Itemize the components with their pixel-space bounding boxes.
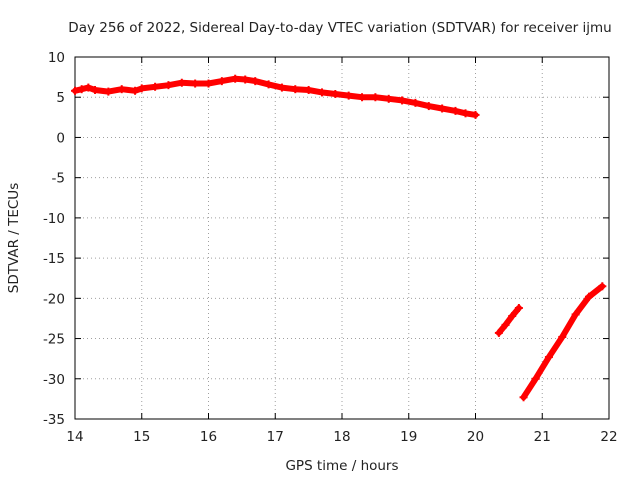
data-point <box>384 94 393 103</box>
data-series <box>71 74 607 402</box>
data-point <box>241 75 250 84</box>
data-point <box>438 104 447 113</box>
data-point <box>317 88 326 97</box>
data-point <box>77 85 86 94</box>
data-point <box>398 96 407 105</box>
y-tick-label: 10 <box>48 50 65 66</box>
data-point <box>251 77 260 86</box>
data-point <box>177 78 186 87</box>
data-point <box>451 106 460 115</box>
y-tick-label: -5 <box>52 171 65 187</box>
data-point <box>84 83 93 92</box>
data-point <box>131 86 140 95</box>
data-point <box>508 312 517 321</box>
data-point <box>514 303 523 312</box>
data-point <box>571 310 580 319</box>
data-point <box>164 81 173 90</box>
y-tick-label: -25 <box>43 332 65 348</box>
data-point <box>471 110 480 119</box>
x-tick-label: 22 <box>600 429 617 445</box>
data-point <box>331 90 340 99</box>
data-point <box>104 87 113 96</box>
y-tick-label: -35 <box>43 412 65 428</box>
x-tick-label: 16 <box>200 429 217 445</box>
y-tick-label: -15 <box>43 251 65 267</box>
y-tick-label: -10 <box>43 211 65 227</box>
y-tick-label: -20 <box>43 291 65 307</box>
data-point <box>137 84 146 93</box>
y-axis-label: SDTVAR / TECUs <box>6 183 22 293</box>
data-point <box>71 86 79 95</box>
x-tick-label: 20 <box>467 429 484 445</box>
x-tick-label: 18 <box>333 429 350 445</box>
axis-ticks <box>74 56 610 420</box>
data-point <box>544 353 553 362</box>
data-point <box>584 292 593 301</box>
chart-title: Day 256 of 2022, Sidereal Day-to-day VTE… <box>68 20 611 36</box>
data-point <box>411 98 420 107</box>
x-tick-label: 14 <box>66 429 83 445</box>
data-point <box>424 102 433 111</box>
data-point <box>91 85 100 94</box>
x-axis-label: GPS time / hours <box>285 458 398 474</box>
y-tick-label: 0 <box>56 130 65 146</box>
series-segment-2 <box>495 305 522 336</box>
x-tick-label: 15 <box>133 429 150 445</box>
data-point <box>191 79 200 88</box>
data-point <box>558 332 567 341</box>
data-point <box>461 109 470 118</box>
x-tick-label: 19 <box>400 429 417 445</box>
data-point <box>231 74 240 83</box>
data-point <box>277 83 286 92</box>
data-point <box>519 393 528 402</box>
data-point <box>304 85 313 94</box>
data-point <box>117 85 126 94</box>
data-point <box>494 328 503 337</box>
data-point <box>598 282 607 291</box>
data-point <box>371 93 380 102</box>
x-tick-label: 17 <box>267 429 284 445</box>
y-tick-label: 5 <box>56 90 65 106</box>
data-point <box>531 374 540 383</box>
y-tick-label: -30 <box>43 372 65 388</box>
data-point <box>358 93 367 102</box>
series-segment-1 <box>72 75 479 118</box>
grid-lines <box>75 57 609 419</box>
data-point <box>217 77 226 86</box>
data-point <box>344 91 353 100</box>
tick-labels: 14 15 16 17 18 19 20 21 22 10 5 0 -5 -10 -15 -20 -25 -30 -… <box>43 50 618 445</box>
data-point <box>501 320 510 329</box>
data-point <box>204 79 213 88</box>
data-point <box>291 85 300 94</box>
data-point <box>264 80 273 89</box>
x-tick-label: 21 <box>534 429 551 445</box>
data-point <box>151 82 160 91</box>
